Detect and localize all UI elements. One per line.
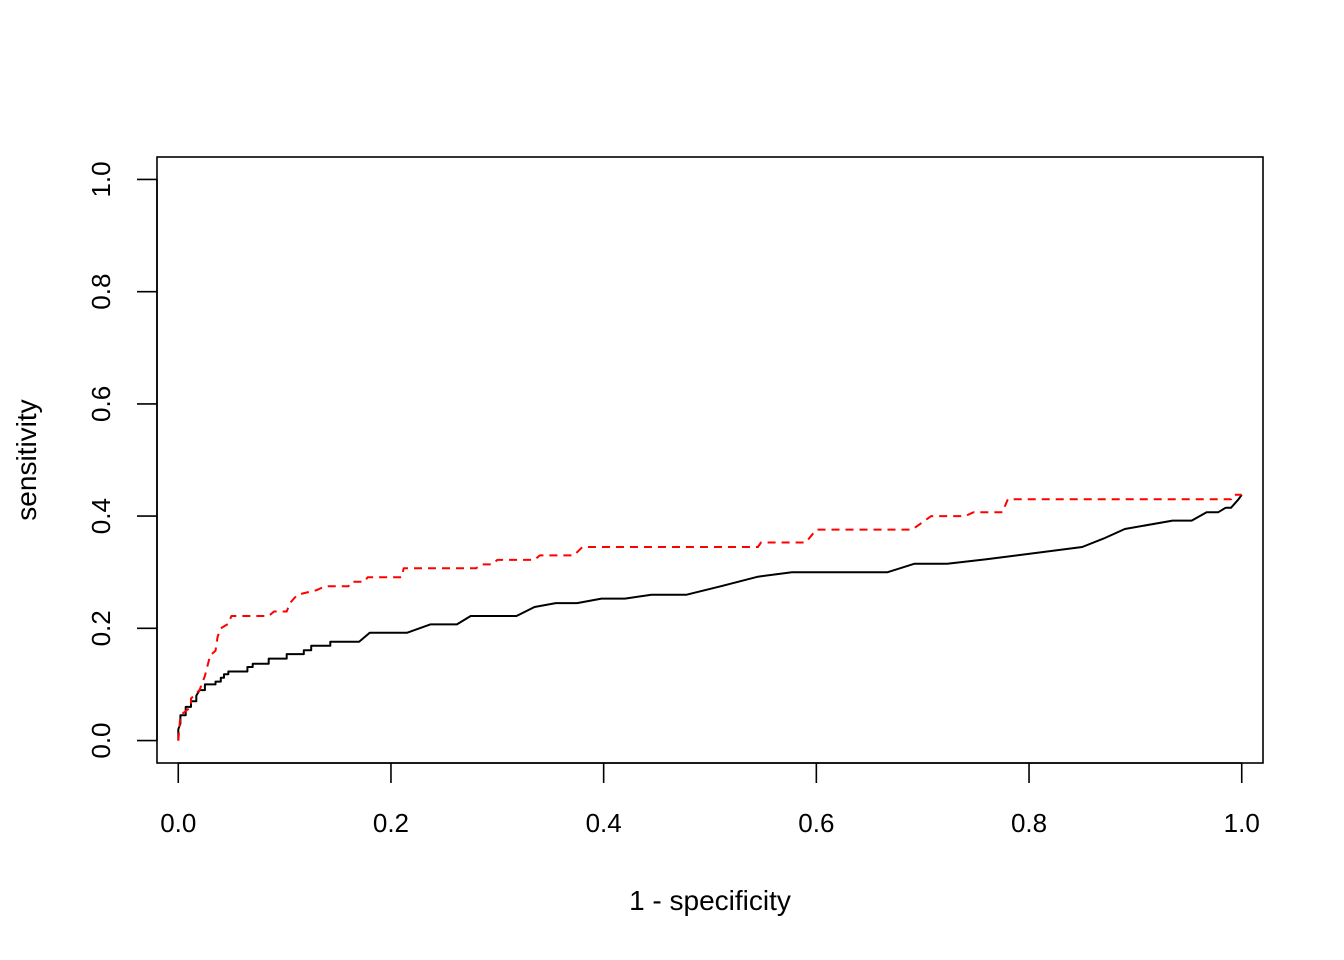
plot-series <box>177 493 1243 741</box>
dashed-roc-curve <box>177 493 1242 741</box>
y-tick-label: 0.2 <box>86 610 116 646</box>
y-tick-label: 1.0 <box>86 161 116 197</box>
x-axis: 0.0 0.2 0.4 0.6 0.8 1.0 <box>160 762 1260 838</box>
y-tick-label: 0.4 <box>86 498 116 534</box>
y-axis-label: sensitivity <box>11 399 42 520</box>
x-tick-label: 0.2 <box>373 808 409 838</box>
x-tick-label: 0.8 <box>1011 808 1047 838</box>
x-tick-label: 0.6 <box>798 808 834 838</box>
x-tick-label: 1.0 <box>1224 808 1260 838</box>
y-tick-label: 0.0 <box>86 722 116 758</box>
x-tick-label: 0.4 <box>586 808 622 838</box>
y-tick-label: 0.6 <box>86 386 116 422</box>
solid-roc-curve <box>177 494 1243 741</box>
y-tick-label: 0.8 <box>86 274 116 310</box>
y-axis: 0.0 0.2 0.4 0.6 0.8 1.0 <box>86 161 158 759</box>
x-tick-label: 0.0 <box>160 808 196 838</box>
plot-frame <box>156 156 1264 764</box>
x-axis-label: 1 - specificity <box>629 885 791 916</box>
